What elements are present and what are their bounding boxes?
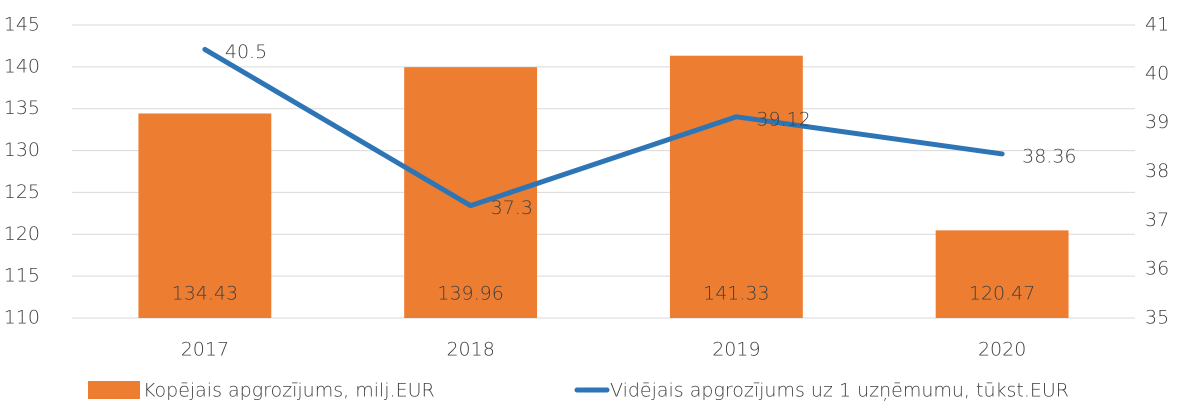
bar xyxy=(669,55,803,318)
y2-tick-label: 39 xyxy=(1145,111,1169,133)
y2-tick-label: 38 xyxy=(1145,160,1169,182)
y-tick-label: 135 xyxy=(4,97,40,119)
y-tick-label: 115 xyxy=(4,265,40,287)
bar-value-label: 134.43 xyxy=(172,283,238,305)
x-tick-label: 2020 xyxy=(978,339,1026,361)
bar-value-label: 141.33 xyxy=(703,283,769,305)
x-tick-label: 2019 xyxy=(712,339,760,361)
x-tick-label: 2018 xyxy=(446,339,494,361)
y2-tick-label: 35 xyxy=(1145,307,1169,329)
y2-tick-label: 36 xyxy=(1145,258,1169,280)
line-value-label: 40.5 xyxy=(225,41,267,63)
line xyxy=(202,46,1005,209)
legend-label: Vidējais apgrozījums uz 1 uzņēmumu, tūks… xyxy=(610,380,1069,402)
y-tick-label: 110 xyxy=(4,307,40,329)
bar-value-label: 139.96 xyxy=(437,283,503,305)
y-tick-label: 120 xyxy=(4,223,40,245)
y2-tick-label: 41 xyxy=(1145,14,1169,36)
bar-value-label: 120.47 xyxy=(969,283,1035,305)
y-tick-label: 140 xyxy=(4,55,40,77)
y-tick-label: 145 xyxy=(4,14,40,36)
legend-label: Kopējais apgrozījums, milj.EUR xyxy=(143,380,435,402)
bar xyxy=(935,230,1069,318)
y2-tick-label: 40 xyxy=(1145,62,1169,84)
y-tick-label: 130 xyxy=(4,139,40,161)
y2-tick-label: 37 xyxy=(1145,209,1169,231)
y-tick-label: 125 xyxy=(4,181,40,203)
bar xyxy=(138,113,272,319)
line-value-label: 38.36 xyxy=(1022,145,1076,167)
x-tick-label: 2017 xyxy=(181,339,229,361)
line-value-label: 37.3 xyxy=(491,197,533,219)
legend-swatch xyxy=(88,381,140,399)
line-value-label: 39.12 xyxy=(756,108,810,130)
